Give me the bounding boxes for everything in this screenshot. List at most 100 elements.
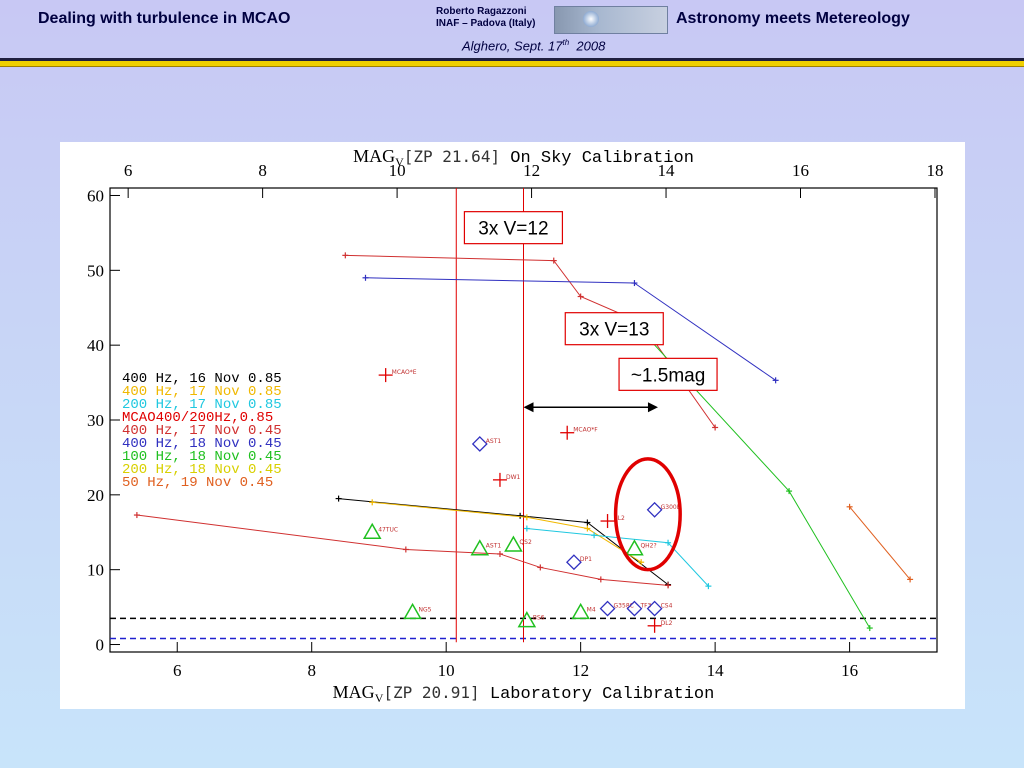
series-1-point-2: [584, 525, 591, 532]
point-label-2: DW1: [506, 474, 521, 481]
legend-entry-3: MCAO400/200Hz,0.85: [122, 410, 273, 426]
series-5-point-1: [631, 280, 638, 287]
series-4-point-1: [550, 257, 557, 264]
triangle-marker: [571, 602, 590, 620]
inaf-logo-globe-icon: [583, 11, 599, 27]
legend-entry-0: 400 Hz, 16 Nov 0.85: [122, 371, 282, 387]
date-suffix: 2008: [576, 38, 606, 54]
series-0-point-0: [335, 495, 342, 502]
series-2-point-2: [665, 539, 672, 546]
x-tick-label-1: 8: [307, 661, 316, 680]
point-label-12: AST1: [486, 543, 502, 550]
diamond-marker: [599, 600, 616, 617]
labeled-point-6: G300E: [646, 501, 681, 518]
point-label-7: DP1: [580, 556, 592, 563]
x-tick-label-4: 14: [707, 661, 725, 680]
series-5-point-0: [362, 274, 369, 281]
author-name: Roberto Ragazzoni: [436, 6, 527, 17]
x-axis-label-zp: [ZP 20.91]: [383, 683, 479, 702]
chart-panel: 6 8 10 12 14 16 0 10 20 30 40 50 60 6 8 10 12 14 16 18 MAGV[…: [60, 142, 965, 709]
series-3-point-2: [496, 550, 503, 557]
series-7-point-1: [907, 576, 914, 583]
x-tick-label-5: 16: [841, 661, 858, 680]
chart-title-top-suffix: On Sky Calibration: [500, 149, 694, 168]
series-3-point-4: [597, 576, 604, 583]
series-3-point-3: [537, 564, 544, 571]
series-1-point-1: [523, 514, 530, 521]
header-rule-dark: [0, 58, 1024, 61]
slide-header: Dealing with turbulence in MCAO Roberto …: [0, 0, 1024, 60]
labeled-point-12: AST1: [470, 539, 502, 556]
labeled-point-0: MCAO*E: [378, 368, 417, 383]
y-tick-label-1: 10: [87, 561, 104, 580]
legend-entry-1: 400 Hz, 17 Nov 0.85: [122, 384, 282, 400]
diamond-marker: [566, 554, 582, 571]
highlight-ellipse: [613, 457, 682, 572]
x2-tick-label-4: 14: [658, 161, 676, 180]
series-5-point-2: [772, 377, 779, 384]
point-label-9: TF3: [639, 603, 651, 610]
series-3-point-0: [133, 512, 140, 519]
y-tick-label-6: 60: [87, 186, 104, 205]
series-line-7: [849, 506, 911, 580]
x2-tick-label-0: 6: [124, 161, 133, 180]
point-label-1: MCAO*F: [573, 427, 598, 434]
x2-tick-label-5: 16: [792, 161, 809, 180]
labeled-point-15: NG5: [403, 602, 432, 620]
annotation-text-0: 3x V=12: [478, 219, 548, 240]
labeled-point-14: QH2?: [625, 539, 657, 556]
chart-title-top-sub: V: [395, 155, 404, 169]
labeled-point-13: QS2: [504, 535, 532, 552]
x-tick-label-2: 10: [438, 661, 455, 680]
x-axis-label-sub: V: [375, 691, 384, 705]
y-tick-label-0: 0: [96, 636, 105, 655]
legend-entry-6: 100 Hz, 18 Nov 0.45: [122, 449, 282, 465]
labeled-point-5: AST1: [471, 436, 501, 452]
labeled-point-10: CS4: [646, 600, 673, 617]
triangle-marker: [504, 535, 523, 552]
point-label-6: G300E: [661, 504, 681, 511]
date-prefix: Alghero, Sept. 17: [462, 38, 563, 54]
x-tick-label-3: 12: [572, 661, 589, 680]
diamond-marker: [626, 600, 643, 617]
arrow-head-right: [647, 402, 658, 413]
point-label-11: 47TUC: [378, 526, 398, 533]
series-2-point-0: [523, 525, 530, 532]
point-label-4: DL2: [661, 620, 673, 627]
annotation-rect: [463, 211, 564, 245]
diamond-marker: [646, 501, 663, 518]
annotation-box-2: ~1.5mag: [618, 357, 718, 391]
triangle-marker: [517, 611, 537, 628]
annotation-rect: [564, 312, 664, 346]
triangle-marker: [470, 539, 490, 556]
labeled-point-11: 47TUC: [362, 522, 398, 540]
series-3-point-5: [665, 582, 672, 589]
point-label-15: NG5: [419, 606, 432, 613]
labeled-point-17: M4: [571, 602, 596, 620]
point-label-16: BS6: [533, 615, 545, 622]
point-label-8: G358C: [614, 603, 634, 610]
x2-tick-label-1: 8: [258, 161, 267, 180]
series-4-point-0: [342, 252, 349, 259]
series-2-point-3: [705, 583, 712, 590]
y-tick-label-2: 20: [87, 486, 104, 505]
series-3-point-1: [402, 546, 409, 553]
author-affiliation: INAF – Padova (Italy): [436, 18, 536, 29]
series-0-point-1: [517, 512, 524, 519]
labeled-point-4: DL2: [647, 618, 673, 633]
header-date: Alghero, Sept. 17th 2008: [462, 38, 605, 53]
labeled-point-16: BS6: [517, 611, 545, 628]
point-label-14: QH2?: [640, 543, 656, 550]
x-axis-label-prefix: MAG: [333, 682, 375, 702]
double-arrow: [523, 402, 658, 413]
legend-entry-7: 200 Hz, 18 Nov 0.45: [122, 462, 282, 478]
annotation-rect: [618, 357, 718, 391]
point-label-10: CS4: [661, 603, 673, 610]
point-label-3: BL2: [614, 515, 625, 522]
legend-entry-8: 50 Hz, 19 Nov 0.45: [122, 475, 273, 491]
labeled-point-1: MCAO*F: [560, 425, 598, 440]
x2-tick-label-6: 18: [926, 161, 943, 180]
arrow-head-left: [523, 402, 534, 413]
series-2-point-1: [591, 532, 598, 539]
